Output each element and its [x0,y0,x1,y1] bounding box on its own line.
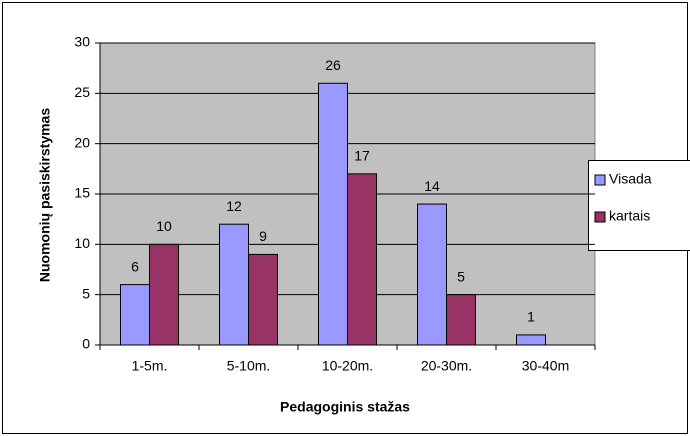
x-axis-label: Pedagoginis stažas [280,399,410,415]
y-axis-label: Nuomonių pasiskirstymas [37,108,53,282]
y-tick-label: 30 [74,34,90,50]
legend-swatch [594,211,606,223]
x-tick-label: 30-40m [522,358,569,374]
bar [120,284,150,346]
bar [219,223,249,346]
bar [318,82,348,346]
x-tick-label: 1-5m. [132,358,168,374]
data-label: 5 [457,268,465,284]
bar [417,203,447,346]
bar [248,253,278,346]
bar [516,334,546,346]
data-label: 6 [131,258,139,274]
data-label: 1 [527,309,535,325]
x-tick-label: 5-10m. [227,358,271,374]
y-tick-label: 10 [74,235,90,251]
data-label: 9 [259,228,267,244]
y-tick-label: 25 [74,84,90,100]
legend-label: kartais [609,208,650,224]
data-label: 17 [354,148,370,164]
x-tick-label: 20-30m. [421,358,472,374]
data-label: 12 [226,198,242,214]
bar [149,243,179,346]
data-label: 26 [325,57,341,73]
bar [446,294,476,346]
bar [347,173,377,346]
y-tick-label: 20 [74,134,90,150]
data-label: 14 [424,178,440,194]
y-tick-label: 5 [82,285,90,301]
y-tick-label: 15 [74,185,90,201]
legend-label: Visada [609,171,652,187]
data-label: 10 [156,218,172,234]
x-tick-label: 10-20m. [322,358,373,374]
y-tick-label: 0 [82,336,90,352]
legend-swatch [594,174,606,186]
